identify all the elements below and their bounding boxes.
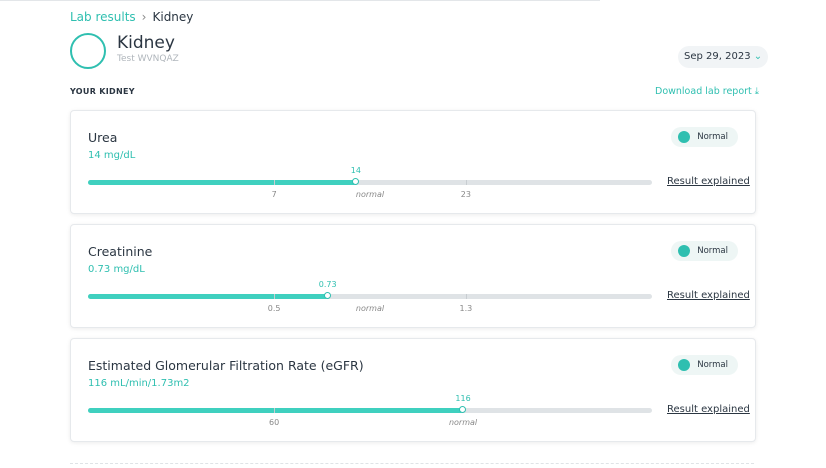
subtitle: Test WVNQAZ: [117, 54, 179, 64]
tick-mark: [274, 294, 276, 299]
section-label: YOUR KIDNEY: [70, 87, 135, 96]
value-marker: [459, 406, 467, 413]
status-badge: Normal: [671, 241, 738, 261]
result-card: Estimated Glomerular Filtration Rate (eG…: [70, 338, 756, 442]
breadcrumb-link[interactable]: Lab results: [70, 10, 136, 24]
test-name: Creatinine: [88, 244, 153, 259]
tick-label: 23: [460, 190, 471, 199]
range-bar: 60 normal 116: [88, 394, 652, 427]
tick-mark: [465, 180, 467, 185]
marker-label: 116: [455, 394, 471, 403]
kidney-icon: [70, 33, 106, 69]
tick-label: 60: [269, 418, 280, 427]
range-bar: 0.5 normal 1.3 0.73: [88, 280, 652, 313]
range-fill: [88, 408, 464, 413]
test-value: 116 mL/min/1.73m2: [88, 378, 190, 389]
breadcrumb-current: Kidney: [152, 10, 194, 24]
result-card: Urea 14 mg/dL Normal 7 normal 23 14 Result expl…: [70, 110, 756, 214]
date-dropdown[interactable]: Sep 29, 2023 ⌄: [678, 46, 769, 68]
test-name: Urea: [88, 130, 118, 145]
top-border: [0, 0, 600, 1]
tick-mark: [274, 180, 276, 185]
result-explained-link[interactable]: Result explained: [667, 404, 750, 415]
marker-label: 0.73: [318, 280, 337, 289]
download-link[interactable]: Download lab report ⤓: [655, 86, 760, 97]
value-marker: [351, 178, 359, 185]
tick-mark: [274, 408, 276, 413]
marker-label: 14: [350, 166, 361, 175]
tick-label: normal: [355, 190, 385, 199]
test-value: 14 mg/dL: [88, 150, 136, 161]
range-bar: 7 normal 23 14: [88, 166, 652, 199]
page-title: Kidney: [117, 33, 175, 53]
result-explained-link[interactable]: Result explained: [667, 176, 750, 187]
tick-label: 7: [271, 190, 277, 199]
tick-label: normal: [448, 418, 478, 427]
date: Sep 29, 2023: [684, 51, 751, 62]
value-marker: [323, 292, 331, 299]
download-text: Download lab report: [655, 86, 752, 97]
tick-label: normal: [355, 304, 385, 313]
test-name: Estimated Glomerular Filtration Rate (eG…: [88, 358, 364, 373]
range-fill: [88, 180, 356, 185]
tick-mark: [465, 294, 467, 299]
tick-label: 1.3: [459, 304, 473, 313]
breadcrumb: Lab results › Kidney: [70, 10, 194, 24]
tick-label: 0.5: [267, 304, 281, 313]
bottom-divider: [70, 463, 754, 464]
test-value: 0.73 mg/dL: [88, 264, 145, 275]
range-fill: [88, 294, 328, 299]
result-card: Creatinine 0.73 mg/dL Normal 0.5 normal 1.3 0.…: [70, 224, 756, 328]
status-badge: Normal: [671, 355, 738, 375]
status-badge: Normal: [671, 127, 738, 147]
result-explained-link[interactable]: Result explained: [667, 290, 750, 301]
